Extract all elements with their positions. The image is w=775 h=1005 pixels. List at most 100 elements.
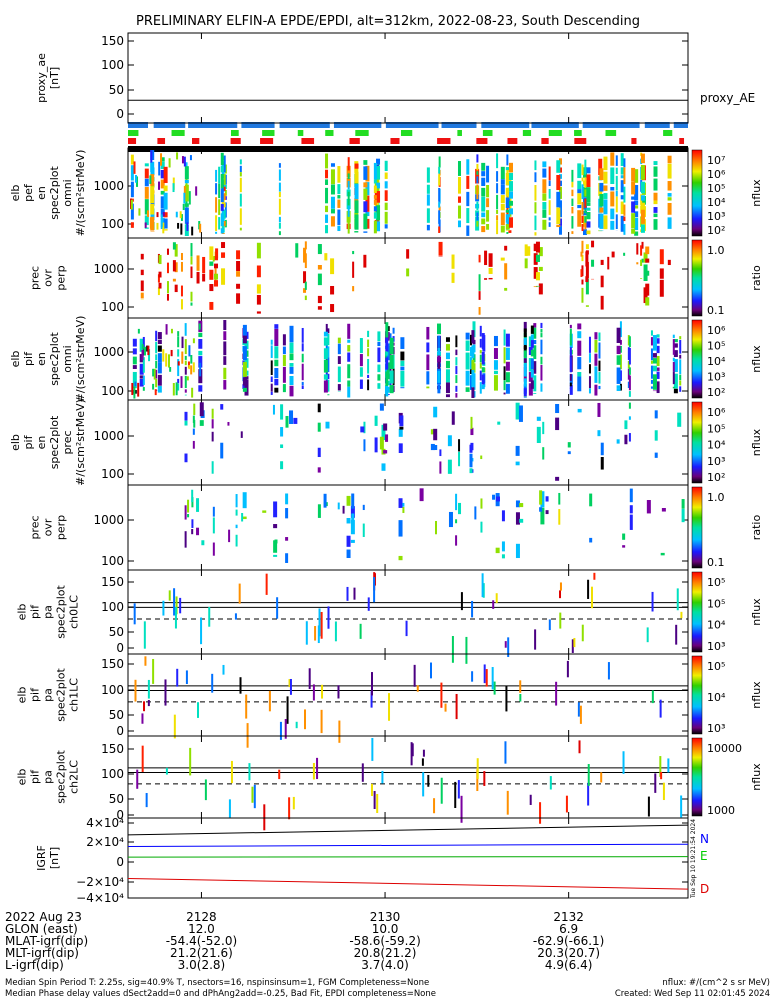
- spectrum-cell: [399, 415, 403, 426]
- spectrum-cell: [273, 540, 277, 552]
- spectrum-cell: [651, 366, 653, 379]
- spectrum-cell: [185, 367, 187, 375]
- spectrum-cell: [347, 352, 350, 361]
- colorbar-tick-label: 10⁶: [707, 168, 726, 181]
- spectrum-cell: [673, 339, 675, 355]
- spectrum-cell: [455, 535, 457, 545]
- spectrum-cell: [199, 363, 201, 377]
- spectrum-cell: [437, 362, 440, 369]
- igrf-legend-E: E: [700, 849, 708, 863]
- spectrum-cell: [426, 342, 429, 352]
- spectrum-cell: [185, 412, 188, 421]
- spectrum-cell: [603, 199, 607, 214]
- spectrum-cell: [221, 188, 224, 202]
- spectrum-cell: [594, 385, 597, 396]
- spectrum-cell: [158, 353, 162, 363]
- spectrum-cell: [133, 339, 137, 347]
- spectrum-cell: [285, 493, 288, 504]
- spectrum-cell: [273, 524, 277, 528]
- colorbar: [692, 240, 702, 316]
- colorbar-tick-label: 10⁵: [707, 340, 725, 353]
- pitch-angle-cell: [134, 680, 136, 702]
- spectrum-cell: [621, 180, 624, 192]
- spectrum-cell: [679, 375, 681, 380]
- spectrum-cell: [302, 385, 304, 389]
- spectrum-cell: [257, 295, 261, 305]
- spectrum-cell: [158, 162, 160, 176]
- spectrum-cell: [616, 176, 618, 191]
- y-axis-label: perp: [55, 515, 68, 540]
- spectrum-cell: [525, 258, 528, 268]
- spectrum-cell: [150, 204, 154, 215]
- pitch-angle-cell: [231, 761, 233, 783]
- spectrum-cell: [496, 195, 498, 209]
- spectrum-cell: [660, 280, 664, 297]
- spectrum-cell: [509, 208, 513, 214]
- spectrum-cell: [181, 262, 183, 272]
- spectrum-cell: [325, 170, 328, 179]
- spectrum-cell: [584, 160, 586, 175]
- colorbar-label: nflux: [750, 428, 763, 456]
- spectrum-cell: [469, 454, 472, 468]
- axis-row-value: 3.0(2.8): [178, 958, 226, 972]
- spectrum-cell: [348, 181, 350, 190]
- pitch-angle-cell: [313, 763, 315, 780]
- pitch-angle-cell: [591, 587, 593, 609]
- spectrum-cell: [577, 210, 581, 227]
- spectrum-cell: [534, 185, 536, 201]
- spectrum-cell: [556, 225, 560, 227]
- pitch-angle-cell: [647, 627, 649, 642]
- pitch-angle-cell: [374, 791, 376, 809]
- spectrum-cell: [185, 389, 187, 392]
- spectrum-cell: [577, 163, 581, 178]
- spectrum-cell: [480, 350, 482, 353]
- spectrum-cell: [330, 304, 334, 312]
- spectrum-cell: [438, 226, 440, 232]
- spectrum-cell: [534, 172, 536, 182]
- pitch-angle-cell: [587, 580, 589, 599]
- spectrum-cell: [274, 368, 278, 378]
- spectrum-cell: [331, 163, 335, 167]
- spectrum-cell: [347, 536, 351, 547]
- spectrum-cell: [594, 332, 597, 339]
- pitch-angle-cell: [406, 621, 408, 636]
- spectrum-cell: [150, 162, 154, 172]
- pitch-angle-cell: [347, 587, 349, 601]
- spectrum-cell: [446, 382, 450, 393]
- spectrum-cell: [198, 333, 202, 337]
- spectrum-cell: [330, 286, 334, 294]
- y-axis-label: spec2plot: [55, 668, 68, 722]
- pitch-angle-cell: [371, 738, 373, 761]
- spectrum-cell: [324, 332, 328, 337]
- spectrum-cell: [480, 371, 482, 381]
- colorbar-tick-label: 10⁷: [707, 154, 725, 167]
- proxy-ae-legend: proxy_AE: [700, 91, 755, 105]
- spectrum-cell: [390, 385, 394, 393]
- spectrum-cell: [536, 242, 540, 253]
- pitch-angle-cell: [269, 691, 271, 711]
- y-axis-label: pa: [42, 688, 55, 702]
- spectrum-cell: [149, 175, 151, 184]
- spectrum-cell: [181, 376, 183, 388]
- spectrum-cell: [524, 378, 527, 386]
- spectrum-cell: [374, 199, 377, 205]
- spectrum-cell: [367, 331, 369, 337]
- spectrum-cell: [586, 202, 590, 206]
- spectrum-cell: [654, 161, 658, 165]
- spectrum-cell: [331, 169, 335, 184]
- y-axis-label: #/(scm²strMeV): [74, 399, 87, 486]
- spectrum-cell: [283, 347, 286, 355]
- pitch-angle-cell: [484, 664, 486, 683]
- spectrum-cell: [458, 439, 460, 451]
- spectrum-cell: [273, 405, 275, 415]
- spectrum-cell: [158, 375, 162, 386]
- spectrum-cell: [558, 509, 560, 525]
- spectrum-cell: [173, 383, 175, 395]
- spectrum-cell: [325, 154, 328, 169]
- y-axis-label: spec2plot: [48, 332, 61, 386]
- spectrum-cell: [682, 499, 685, 509]
- spectrum-cell: [586, 208, 590, 211]
- spectrum-cell: [469, 445, 472, 453]
- spectrum-cell: [385, 322, 388, 337]
- spectrum-cell: [598, 372, 600, 384]
